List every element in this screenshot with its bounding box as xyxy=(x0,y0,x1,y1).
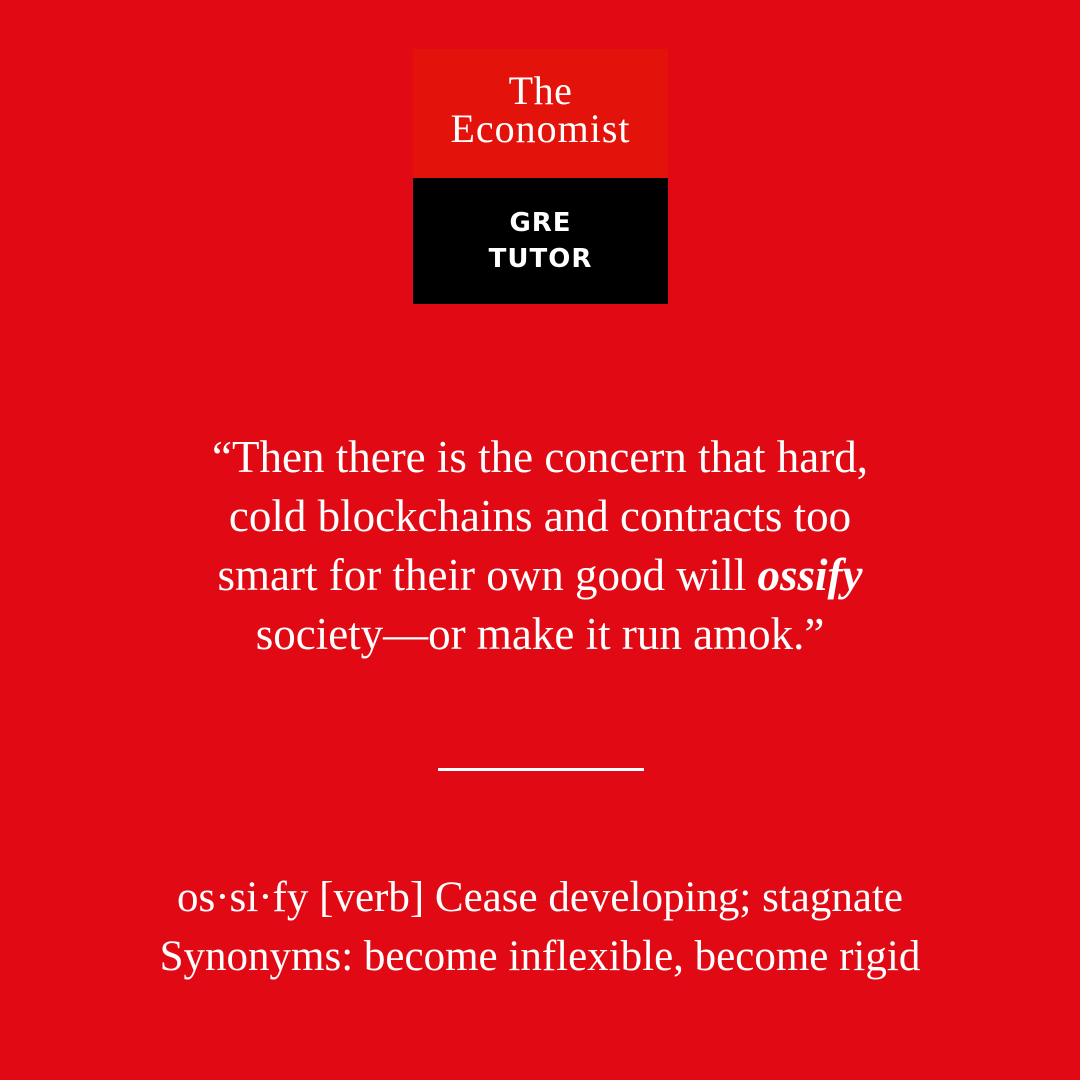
divider xyxy=(438,768,644,771)
quote-text: “Then there is the concern that hard, co… xyxy=(100,428,980,664)
logo-line-gre: GRE xyxy=(509,208,572,238)
logo-subtitle-block: GRE TUTOR xyxy=(413,178,668,304)
logo-masthead: The Economist xyxy=(413,49,668,178)
logo-line-tutor: TUTOR xyxy=(488,244,593,274)
quote-line: society—or make it run amok.” xyxy=(255,609,825,659)
quote-line-text: smart for their own good will xyxy=(217,550,758,600)
synonyms-line: Synonyms: become inflexible, become rigi… xyxy=(159,933,921,980)
logo-line-economist: Economist xyxy=(450,106,631,151)
economist-gre-tutor-logo: The Economist GRE TUTOR xyxy=(413,49,668,304)
definition-line: os·si·fy [verb] Cease developing; stagna… xyxy=(177,874,903,921)
highlighted-word: ossify xyxy=(757,550,863,600)
quote-line: smart for their own good will ossify xyxy=(100,546,980,605)
logo-line-the: The xyxy=(508,68,573,113)
word-definition: os·si·fy [verb] Cease developing; stagna… xyxy=(60,868,1020,986)
quote-line: “Then there is the concern that hard, xyxy=(212,432,868,482)
quote-line: cold blockchains and contracts too xyxy=(228,491,852,541)
